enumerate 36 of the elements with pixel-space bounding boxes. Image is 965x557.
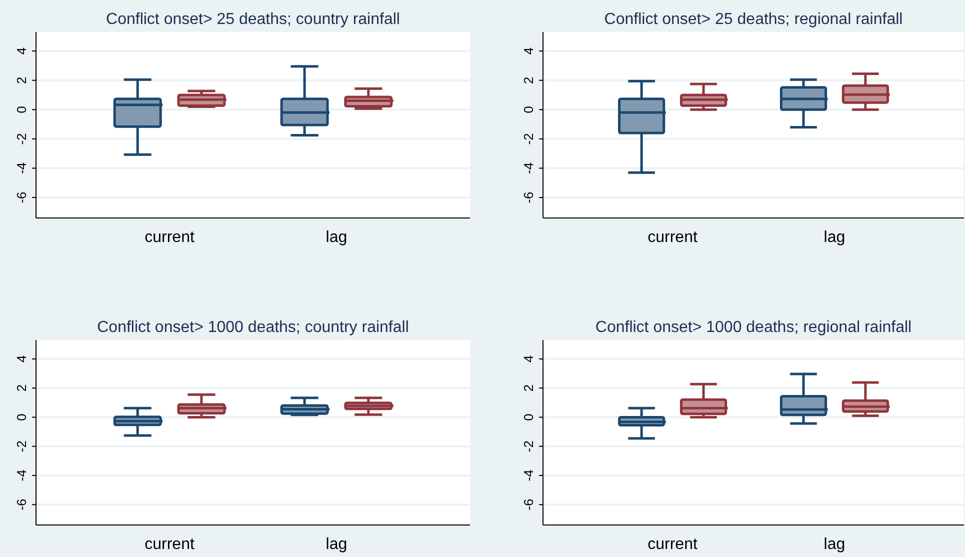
chart-title: Conflict onset> 25 deaths; country rainfall <box>106 11 400 28</box>
y-tick-label: 4 <box>521 355 536 363</box>
y-tick-label: -4 <box>14 162 29 174</box>
y-tick-label: -4 <box>14 470 29 482</box>
y-tick-label: -4 <box>521 470 536 482</box>
y-tick-label: 4 <box>14 47 29 55</box>
x-tick-label: current <box>648 229 698 246</box>
y-tick-label: -2 <box>521 440 536 452</box>
x-tick-label: current <box>144 229 195 246</box>
y-tick-label: 4 <box>14 355 29 363</box>
x-tick-label: lag <box>326 536 348 553</box>
y-tick-label: 2 <box>14 384 29 392</box>
chart-title: Conflict onset> 25 deaths; regional rainfall <box>604 11 903 28</box>
x-tick-label: current <box>144 536 195 553</box>
y-tick-label: -2 <box>14 440 29 452</box>
y-tick-label: 2 <box>521 384 536 392</box>
x-tick-label: lag <box>824 536 846 553</box>
x-tick-label: current <box>648 536 698 553</box>
y-tick-label: -6 <box>521 192 536 204</box>
y-tick-label: 2 <box>521 76 536 84</box>
x-tick-label: lag <box>326 229 348 246</box>
chart-title: Conflict onset> 1000 deaths; country rainfall <box>97 319 409 336</box>
y-tick-label: -2 <box>521 133 536 145</box>
x-tick-label: lag <box>824 229 846 246</box>
y-tick-label: 0 <box>521 106 536 114</box>
y-tick-label: 2 <box>14 76 29 84</box>
y-tick-label: -2 <box>14 133 29 145</box>
y-tick-label: -6 <box>14 192 29 204</box>
y-tick-label: -6 <box>14 498 29 510</box>
y-tick-label: 4 <box>521 47 536 55</box>
chart-title: Conflict onset> 1000 deaths; regional rainfall <box>595 319 912 336</box>
y-tick-label: 0 <box>521 414 536 421</box>
y-tick-label: 0 <box>14 106 29 114</box>
y-tick-label: 0 <box>14 414 29 421</box>
y-tick-label: -4 <box>521 162 536 174</box>
y-tick-label: -6 <box>521 498 536 510</box>
